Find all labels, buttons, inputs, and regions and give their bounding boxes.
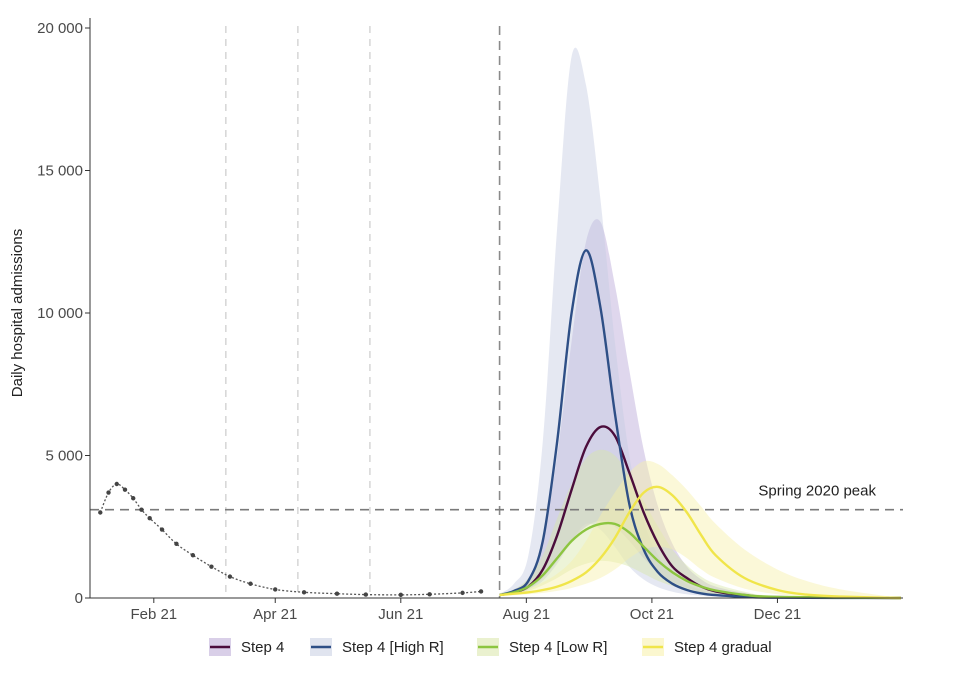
band-step-4-gradual [499, 460, 901, 598]
observed-point [273, 587, 278, 592]
legend-label: Step 4 gradual [674, 639, 772, 656]
y-tick-label: 5 000 [45, 448, 83, 465]
observed-point [427, 592, 432, 597]
axes: 0 5 000 10 000 15 000 20 000 Feb 21 Apr 21 Jun … [9, 18, 903, 623]
observed-point [190, 553, 196, 558]
observed-point [209, 564, 214, 569]
x-tick-label: Aug 21 [503, 606, 551, 623]
line-step-4-high-r [499, 249, 901, 600]
band-step-4-high-r [499, 47, 901, 598]
reference-line-label: Spring 2020 peak [758, 483, 876, 500]
observed-point [131, 496, 136, 501]
observed-point [147, 516, 152, 521]
x-tick-label: Feb 21 [130, 606, 177, 623]
observed-point [248, 581, 253, 586]
observed-point [139, 507, 144, 512]
legend-label: Step 4 [High R] [342, 639, 444, 656]
y-tick-label: 20 000 [37, 20, 83, 37]
observed-point [334, 591, 340, 596]
observed-point [363, 592, 369, 597]
y-tick-label: 15 000 [37, 163, 83, 180]
y-axis-title: Daily hospital admissions [9, 229, 26, 397]
observed-point [174, 541, 179, 547]
x-tick-label: Jun 21 [378, 606, 423, 623]
observed-point [301, 590, 307, 595]
y-tick-label: 10 000 [37, 305, 83, 322]
x-tick-label: Oct 21 [630, 606, 674, 623]
observed-point [478, 589, 484, 594]
reference-line-group: Spring 2020 peak [90, 483, 903, 511]
y-tick-label: 0 [75, 590, 83, 607]
observed-point [227, 574, 233, 579]
line-step-4-gradual [499, 485, 901, 600]
observed-point [122, 487, 128, 492]
observed-point [398, 592, 403, 598]
band-step-4-low-r [499, 449, 901, 598]
observed-point [460, 590, 465, 596]
observed-point [159, 527, 165, 532]
legend: Step 4 Step 4 [High R] Step 4 [Low R] Step … [209, 638, 772, 656]
observed-point [106, 490, 111, 495]
x-tick-label: Dec 21 [754, 606, 802, 623]
observed-point [114, 481, 119, 487]
band-step-4 [499, 219, 901, 599]
legend-label: Step 4 [Low R] [509, 639, 607, 656]
uncertainty-bands [499, 47, 901, 599]
step-date-markers [225, 26, 501, 598]
observed-series [98, 481, 484, 598]
line-step-4-low-r [499, 521, 901, 600]
observed-line [99, 483, 482, 596]
legend-label: Step 4 [241, 639, 284, 656]
observed-point [98, 510, 103, 515]
projection-lines [499, 249, 901, 600]
x-tick-label: Apr 21 [253, 606, 297, 623]
